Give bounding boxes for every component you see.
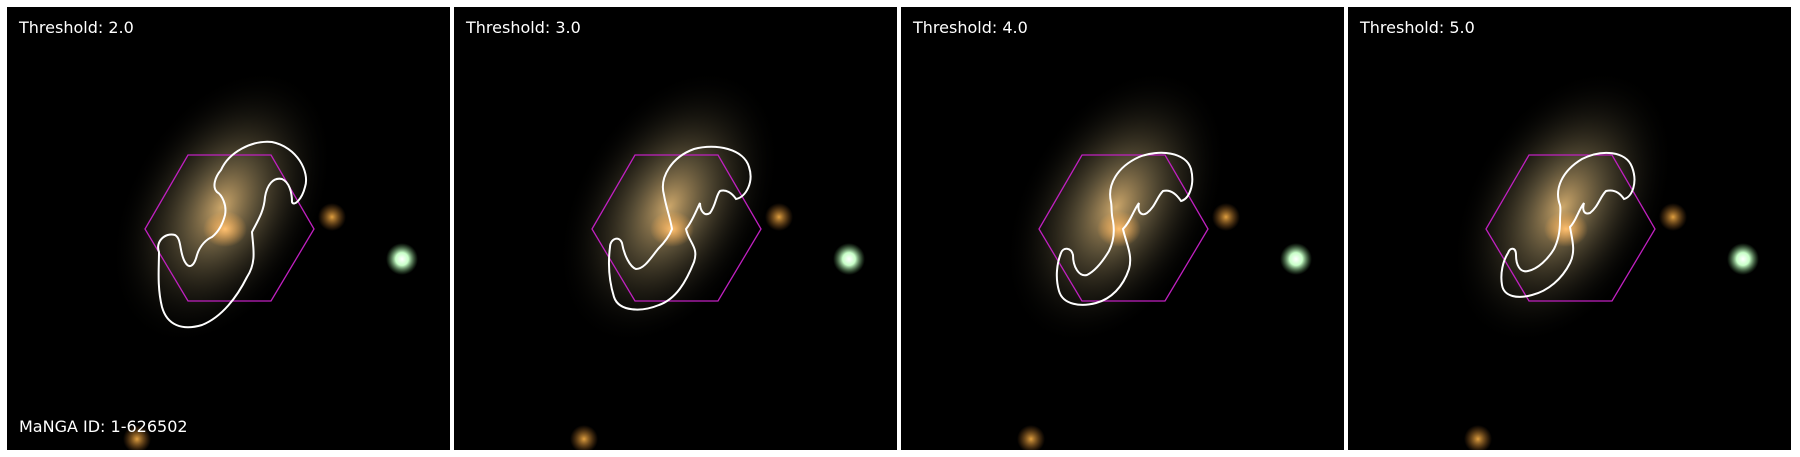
threshold-label: Threshold: 3.0 [466,18,581,37]
galaxy-halo [110,68,334,346]
galaxy-halo [1004,68,1228,346]
galaxy-panel-threshold-3: Threshold: 3.0 [454,7,897,450]
galaxy-panel-threshold-4: Threshold: 4.0 [901,7,1344,450]
star-green [833,243,865,275]
galaxy-halo [557,68,781,346]
star-green [386,243,418,275]
contour-line [1055,151,1194,306]
galaxy-panel-threshold-2: Threshold: 2.0 MaNGA ID: 1-626502 [7,7,450,450]
galaxy-image [1004,68,1312,450]
threshold-label: Threshold: 2.0 [19,18,134,37]
ifu-hexagon [144,154,315,302]
ifu-hexagon [1038,154,1209,302]
star-green [1280,243,1312,275]
star-bottom [570,425,598,450]
ifu-hexagon [1485,154,1656,302]
galaxy-core [203,211,247,247]
contour-line [157,140,308,329]
galaxy-image [110,68,418,450]
star-bottom [1017,425,1045,450]
contour-line [608,145,752,311]
galaxy-core [1097,211,1141,247]
contour-line [1500,151,1636,298]
ifu-hexagon [591,154,762,302]
threshold-label: Threshold: 4.0 [913,18,1028,37]
galaxy-image [557,68,865,450]
star-orange [318,203,346,231]
star-bottom [1464,425,1492,450]
star-orange [1212,203,1240,231]
galaxy-halo [1451,68,1675,346]
threshold-label: Threshold: 5.0 [1360,18,1475,37]
star-green [1727,243,1759,275]
galaxy-panel-threshold-5: Threshold: 5.0 [1348,7,1791,450]
star-orange [1659,203,1687,231]
galaxy-image [1451,68,1759,450]
star-bottom [123,425,151,450]
galaxy-core [1544,211,1588,247]
manga-id-label: MaNGA ID: 1-626502 [19,417,188,436]
star-orange [765,203,793,231]
